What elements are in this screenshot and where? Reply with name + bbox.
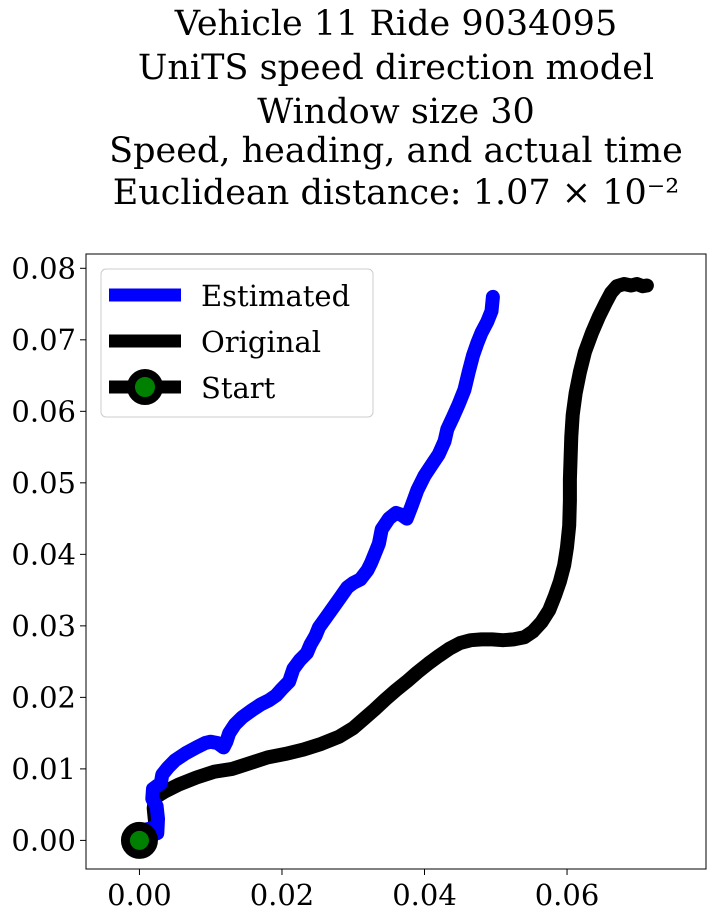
x-tick-label: 0.06 [535, 878, 600, 912]
legend-label-original: Original [201, 325, 321, 359]
start-marker [120, 821, 158, 859]
y-tick-label: 0.08 [11, 251, 76, 285]
legend-start-marker [127, 369, 163, 405]
chart-title: Vehicle 11 Ride 9034095 UniTS speed dire… [109, 4, 683, 213]
plot-frame [85, 253, 707, 870]
y-tick-label: 0.06 [11, 394, 76, 428]
y-tick-label: 0.00 [11, 823, 76, 857]
y-tick-label: 0.03 [11, 609, 76, 643]
x-tick-label: 0.04 [392, 878, 457, 912]
x-tick-label: 0.02 [250, 878, 315, 912]
legend-label-estimated: Estimated [201, 279, 350, 313]
series-line-original [132, 277, 654, 848]
title-line-5: Euclidean distance: 1.07 × 10⁻² [113, 173, 680, 213]
title-line-2: UniTS speed direction model [138, 48, 654, 88]
x-tick-label: 0.00 [107, 878, 172, 912]
x-axis: 0.00 0.02 0.04 0.06 [107, 869, 599, 912]
y-axis: 0.00 0.01 0.02 0.03 0.04 0.05 0.06 0.07 0.08 [11, 251, 86, 857]
legend-box [100, 268, 374, 418]
legend: Estimated Original Start [100, 268, 374, 418]
title-line-3: Window size 30 [257, 92, 535, 132]
legend-label-start: Start [201, 371, 276, 405]
y-tick-label: 0.02 [11, 680, 76, 714]
series-layer [120, 277, 654, 859]
title-line-1: Vehicle 11 Ride 9034095 [174, 4, 617, 44]
y-tick-label: 0.05 [11, 466, 76, 500]
series-line-estimated [132, 289, 500, 848]
y-tick-label: 0.01 [11, 752, 76, 786]
title-line-4: Speed, heading, and actual time [109, 131, 683, 171]
y-tick-label: 0.04 [11, 537, 76, 571]
y-tick-label: 0.07 [11, 323, 76, 357]
